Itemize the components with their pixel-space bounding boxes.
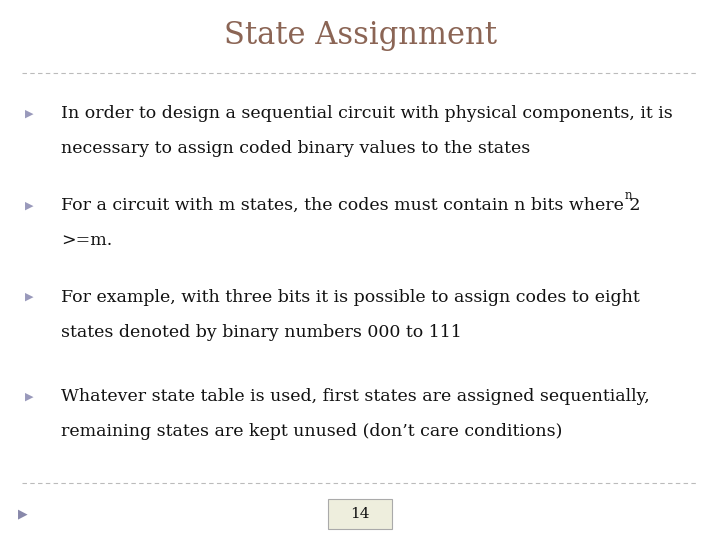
Text: In order to design a sequential circuit with physical components, it is: In order to design a sequential circuit …	[61, 105, 673, 122]
Text: ▶: ▶	[18, 508, 27, 521]
Text: ▶: ▶	[25, 392, 34, 402]
Text: remaining states are kept unused (don’t care conditions): remaining states are kept unused (don’t …	[61, 423, 562, 441]
Text: Whatever state table is used, first states are assigned sequentially,: Whatever state table is used, first stat…	[61, 388, 650, 406]
Text: ▶: ▶	[25, 109, 34, 118]
Text: necessary to assign coded binary values to the states: necessary to assign coded binary values …	[61, 140, 531, 157]
Text: ▶: ▶	[25, 292, 34, 302]
Text: For example, with three bits it is possible to assign codes to eight: For example, with three bits it is possi…	[61, 288, 640, 306]
Text: n: n	[624, 189, 631, 202]
Text: states denoted by binary numbers 000 to 111: states denoted by binary numbers 000 to …	[61, 323, 462, 341]
Text: 14: 14	[350, 507, 370, 521]
Text: >=m.: >=m.	[61, 232, 112, 249]
Text: ▶: ▶	[25, 200, 34, 210]
Text: State Assignment: State Assignment	[223, 19, 497, 51]
Text: For a circuit with m states, the codes must contain n bits where 2: For a circuit with m states, the codes m…	[61, 197, 641, 214]
